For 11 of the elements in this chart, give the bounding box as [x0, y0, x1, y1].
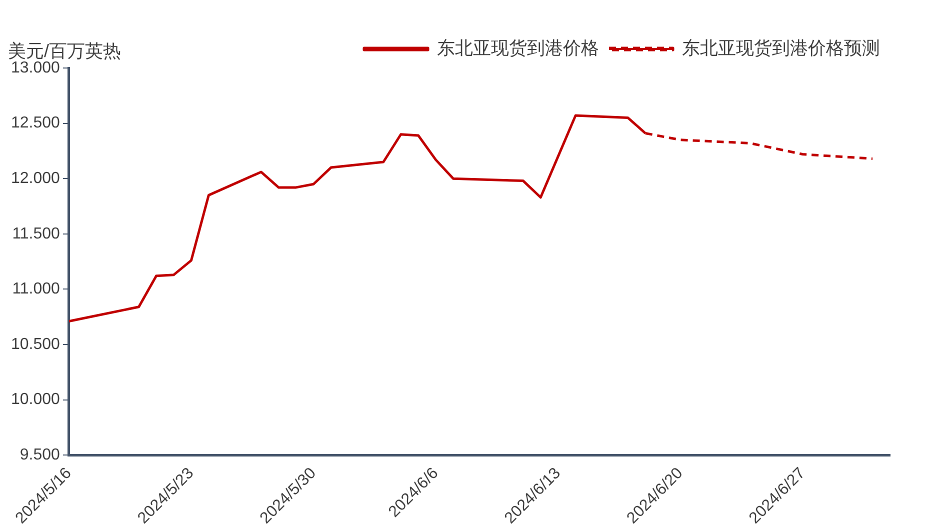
y-tick-label: 11.500 [12, 225, 60, 242]
y-tick-label: 12.000 [11, 170, 60, 188]
legend-label: 东北亚现货到港价格预测 [682, 38, 880, 58]
legend-label: 东北亚现货到港价格 [437, 38, 599, 58]
y-tick-label: 12.500 [11, 114, 60, 132]
y-axis-title: 美元/百万英热 [8, 40, 122, 61]
y-tick-label: 10.000 [11, 391, 60, 408]
y-tick-label: 11.000 [12, 280, 60, 298]
y-tick-label: 9.500 [20, 446, 60, 464]
y-tick-label: 13.000 [11, 59, 60, 76]
y-tick-label: 10.500 [11, 336, 60, 353]
